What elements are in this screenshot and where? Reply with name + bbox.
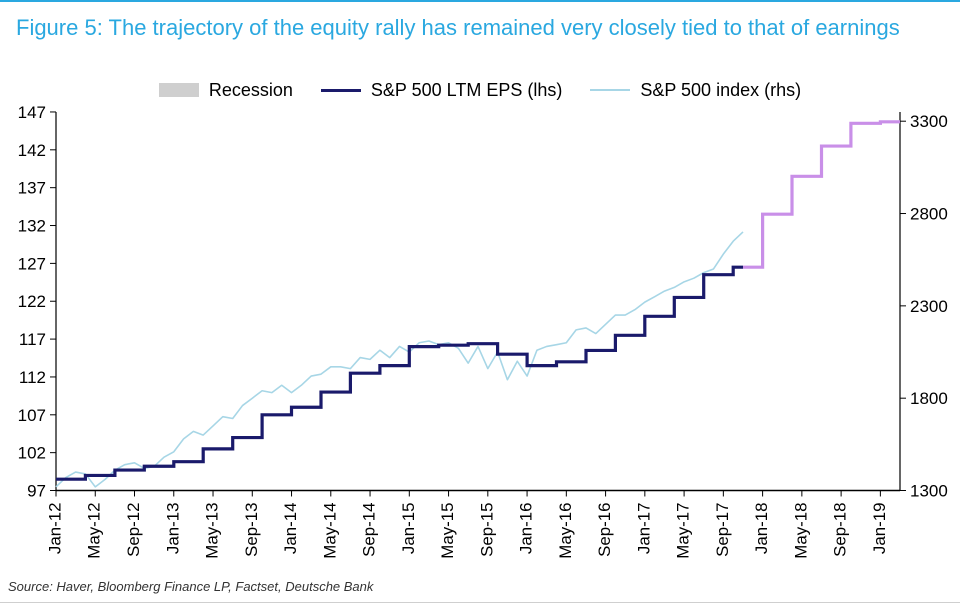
legend-label: S&P 500 index (rhs) — [640, 80, 801, 101]
svg-text:117: 117 — [19, 330, 46, 349]
svg-text:Jan-13: Jan-13 — [163, 502, 182, 554]
svg-text:Sep-17: Sep-17 — [713, 502, 732, 556]
svg-text:Jan-18: Jan-18 — [752, 502, 771, 554]
svg-text:122: 122 — [18, 292, 46, 311]
legend-label: S&P 500 LTM EPS (lhs) — [371, 80, 562, 101]
svg-text:Sep-18: Sep-18 — [831, 502, 850, 556]
svg-text:May-16: May-16 — [556, 502, 575, 558]
svg-text:May-17: May-17 — [674, 502, 693, 558]
svg-text:97: 97 — [27, 482, 46, 501]
source-attribution: Source: Haver, Bloomberg Finance LP, Fac… — [8, 579, 373, 594]
svg-text:2800: 2800 — [910, 205, 948, 224]
plot-area: Recession S&P 500 LTM EPS (lhs) S&P 500 … — [0, 76, 960, 570]
legend-item-index: S&P 500 index (rhs) — [590, 80, 801, 101]
svg-text:2300: 2300 — [910, 297, 948, 316]
legend-item-recession: Recession — [159, 80, 293, 101]
svg-text:132: 132 — [18, 217, 46, 236]
svg-text:147: 147 — [18, 106, 46, 122]
svg-text:May-14: May-14 — [320, 502, 339, 558]
svg-text:127: 127 — [18, 254, 46, 273]
svg-text:Jan-14: Jan-14 — [281, 502, 300, 554]
svg-text:Jan-17: Jan-17 — [634, 502, 653, 554]
index-swatch-icon — [590, 89, 630, 91]
svg-text:May-13: May-13 — [202, 502, 221, 558]
svg-text:May-12: May-12 — [85, 502, 104, 558]
legend-label: Recession — [209, 80, 293, 101]
svg-text:Sep-12: Sep-12 — [124, 502, 143, 556]
svg-text:137: 137 — [18, 179, 46, 198]
svg-text:142: 142 — [18, 141, 46, 160]
svg-text:May-15: May-15 — [438, 502, 457, 558]
legend-item-eps: S&P 500 LTM EPS (lhs) — [321, 80, 562, 101]
svg-text:Sep-14: Sep-14 — [359, 502, 378, 556]
recession-swatch-icon — [159, 83, 199, 97]
svg-text:Jan-19: Jan-19 — [870, 502, 889, 554]
svg-text:Sep-15: Sep-15 — [477, 502, 496, 556]
chart-svg: 97 102 107 112 117 122 127 132 137 142 147 1300 1800… — [0, 106, 960, 570]
figure-container: Figure 5: The trajectory of the equity r… — [0, 0, 960, 603]
svg-text:Sep-16: Sep-16 — [595, 502, 614, 556]
svg-text:Jan-15: Jan-15 — [399, 502, 418, 554]
svg-text:102: 102 — [18, 444, 46, 463]
svg-text:107: 107 — [18, 406, 46, 425]
svg-text:1300: 1300 — [910, 482, 948, 501]
svg-text:Jan-12: Jan-12 — [45, 502, 64, 554]
svg-text:1800: 1800 — [910, 389, 948, 408]
eps-swatch-icon — [321, 89, 361, 92]
svg-text:3300: 3300 — [910, 112, 948, 131]
legend: Recession S&P 500 LTM EPS (lhs) S&P 500 … — [0, 76, 960, 104]
svg-text:Jan-16: Jan-16 — [517, 502, 536, 554]
svg-text:May-18: May-18 — [791, 502, 810, 558]
svg-text:112: 112 — [19, 368, 46, 387]
svg-text:Sep-13: Sep-13 — [242, 502, 261, 556]
figure-title: Figure 5: The trajectory of the equity r… — [16, 14, 944, 42]
